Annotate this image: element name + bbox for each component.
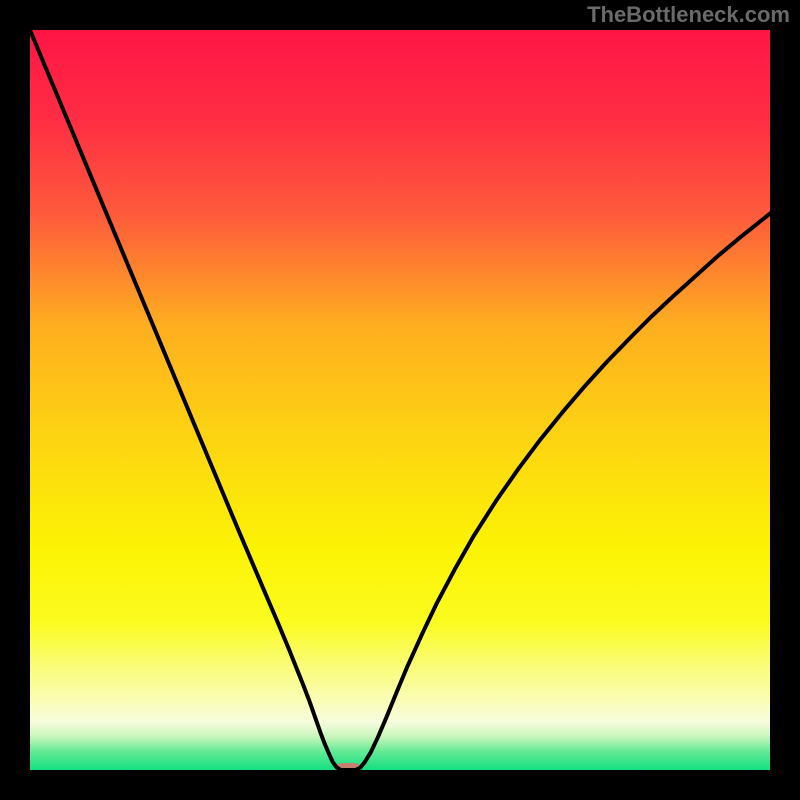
bottleneck-chart [30, 30, 770, 770]
watermark-text: TheBottleneck.com [587, 2, 790, 28]
gradient-background [30, 30, 770, 770]
chart-stage: TheBottleneck.com [0, 0, 800, 800]
plot-area [30, 30, 770, 770]
